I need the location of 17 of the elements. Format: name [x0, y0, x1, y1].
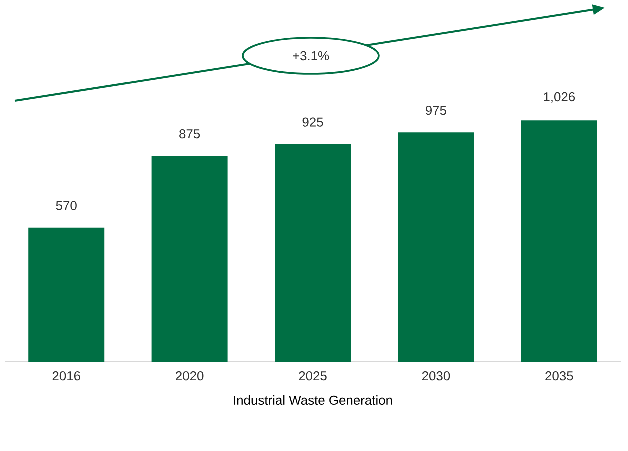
x-tick-label: 2025 — [299, 372, 327, 381]
text: +3.1% — [293, 51, 330, 61]
x-axis-title: Industrial Waste Generation — [234, 396, 392, 406]
x-tick-label: 2016 — [52, 372, 80, 381]
data-label: 570 — [56, 201, 77, 210]
data-label: 1,026 — [544, 92, 576, 104]
data-label: 925 — [302, 118, 324, 127]
data-label: 975 — [426, 106, 446, 116]
bar — [28, 228, 105, 362]
x-tick-label: 2035 — [546, 372, 574, 381]
data-label: 875 — [180, 129, 200, 139]
x-tick-label: 2020 — [176, 372, 204, 381]
x-tick-label: 2030 — [422, 372, 450, 381]
bar — [521, 120, 598, 362]
bar — [275, 144, 352, 362]
bar — [152, 156, 228, 362]
bar — [398, 132, 474, 362]
